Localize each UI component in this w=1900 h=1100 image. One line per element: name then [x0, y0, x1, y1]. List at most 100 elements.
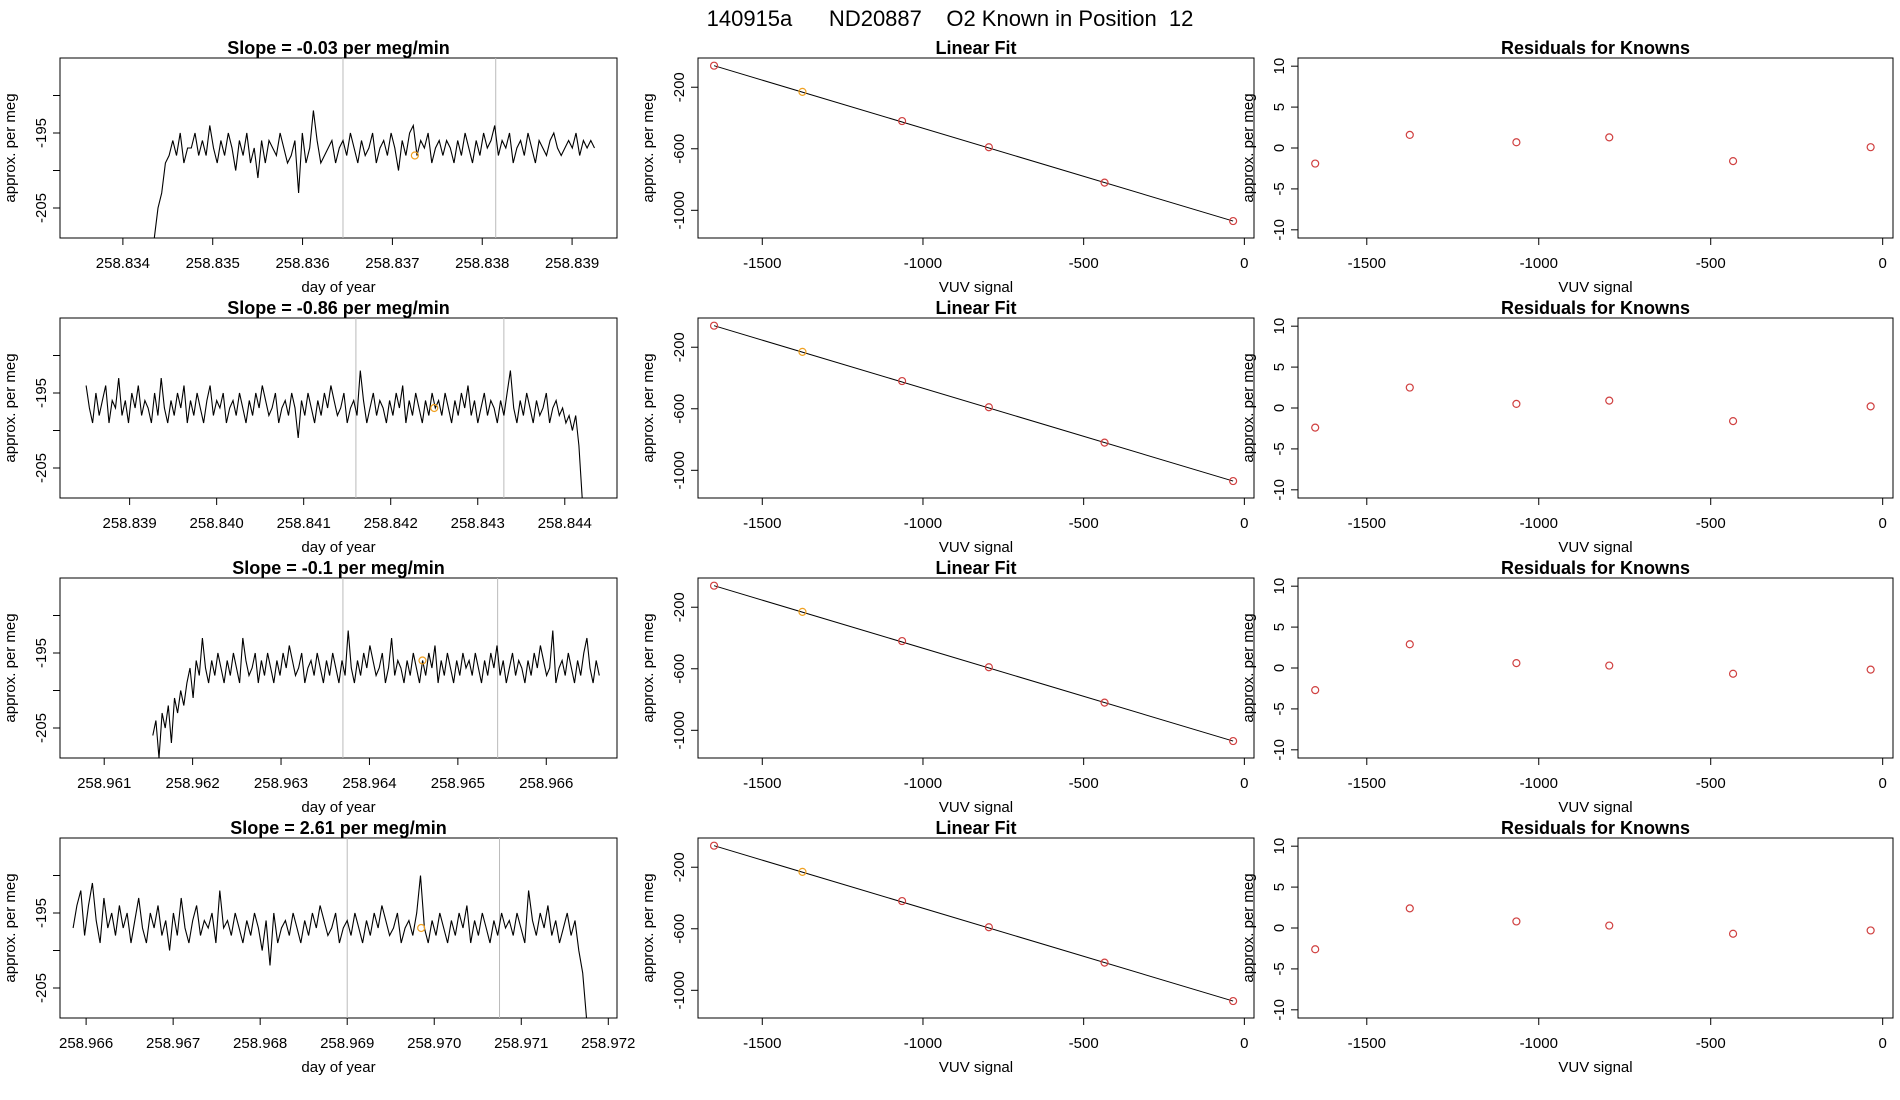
plot-area [709, 581, 1238, 746]
residual-point [1311, 423, 1320, 432]
plot-box [1297, 837, 1894, 1019]
y-axis-label: approx. per meg [640, 613, 657, 722]
panel-title: Slope = 2.61 per meg/min [230, 818, 447, 838]
y-tick-label: -200 [671, 72, 688, 102]
x-tick-label: -1000 [904, 515, 942, 532]
y-tick-label: 5 [1271, 103, 1288, 111]
x-tick-label: -1000 [1520, 775, 1558, 792]
plot-area [153, 58, 595, 238]
x-tick-label: 258.841 [277, 515, 331, 532]
x-tick-label: 0 [1240, 255, 1248, 272]
y-tick-label: 10 [1271, 578, 1288, 595]
residual-point [1605, 133, 1614, 142]
x-tick-label: 258.842 [364, 515, 418, 532]
panel-timeseries-row-2: Slope = -0.1 per meg/min day of year appro… [2, 558, 618, 816]
x-tick-label: -1500 [743, 1035, 781, 1052]
y-tick-label: 5 [1271, 623, 1288, 631]
highlight-point [417, 923, 426, 933]
residual-point [1866, 926, 1875, 935]
plot-area [1311, 383, 1875, 432]
x-tick-label: 258.963 [254, 775, 308, 792]
y-tick-label: -1000 [671, 451, 688, 489]
panel-title: Residuals for Knowns [1501, 38, 1690, 58]
fit-point [1229, 996, 1238, 1006]
fit-point [798, 347, 807, 356]
y-tick-label: -205 [33, 193, 50, 223]
signal-trace [72, 875, 588, 1018]
fit-point [1100, 178, 1109, 187]
x-tick-label: -1000 [1520, 1035, 1558, 1052]
x-tick-label: 258.968 [233, 1035, 287, 1052]
fit-point [709, 581, 719, 590]
y-tick-label: -10 [1271, 739, 1288, 761]
x-tick-label: 258.970 [407, 1035, 461, 1052]
residual-point [1405, 640, 1414, 649]
fit-point [1229, 216, 1238, 226]
panel-timeseries-row-1: Slope = -0.86 per meg/min day of year appr… [2, 298, 618, 556]
y-tick-label: -205 [33, 453, 50, 483]
y-tick-label: -5 [1271, 702, 1288, 715]
x-tick-label: -1500 [1348, 1035, 1386, 1052]
x-tick-label: 258.836 [275, 255, 329, 272]
fit-line [713, 585, 1234, 742]
plot-area [1311, 904, 1875, 954]
x-axis-label: VUV signal [1558, 799, 1632, 816]
y-axis-label: approx. per meg [1240, 93, 1257, 202]
x-tick-label: 0 [1879, 255, 1887, 272]
x-tick-label: 258.835 [186, 255, 240, 272]
y-axis-label: approx. per meg [2, 93, 19, 202]
plot-area [709, 321, 1238, 486]
x-tick-label: 258.834 [96, 255, 150, 272]
y-tick-label: -200 [671, 332, 688, 362]
x-tick-label: -1500 [1348, 515, 1386, 532]
plot-box [1297, 57, 1894, 239]
x-tick-label: -500 [1069, 255, 1099, 272]
panel-title: Slope = -0.03 per meg/min [227, 38, 450, 58]
residual-point [1311, 159, 1320, 168]
y-tick-label: 0 [1271, 404, 1288, 412]
x-tick-label: 258.967 [146, 1035, 200, 1052]
x-tick-label: -500 [1069, 515, 1099, 532]
plot-area [85, 318, 583, 498]
fit-point [897, 896, 907, 906]
x-axis-label: VUV signal [1558, 539, 1632, 556]
x-tick-label: 258.965 [431, 775, 485, 792]
y-tick-label: 5 [1271, 363, 1288, 371]
x-tick-label: 258.962 [166, 775, 220, 792]
fit-line [713, 65, 1234, 222]
fit-point [984, 923, 993, 932]
highlight-point [418, 656, 427, 665]
panel-title: Linear Fit [935, 298, 1016, 318]
residual-point [1866, 402, 1875, 411]
y-tick-label: -200 [671, 592, 688, 622]
x-tick-label: 0 [1879, 515, 1887, 532]
x-tick-label: 258.839 [545, 255, 599, 272]
y-tick-label: -200 [671, 852, 688, 882]
residual-point [1512, 658, 1521, 668]
panel-title: Linear Fit [935, 558, 1016, 578]
x-tick-label: 258.972 [581, 1035, 635, 1052]
residual-point [1512, 138, 1521, 147]
plot-box [1297, 317, 1894, 499]
panel-title: Residuals for Knowns [1501, 558, 1690, 578]
signal-trace [153, 110, 595, 238]
y-tick-label: -10 [1271, 219, 1288, 241]
fit-point [798, 867, 807, 876]
x-tick-label: 258.844 [538, 515, 592, 532]
fit-point [897, 116, 907, 126]
panel-linear_fit-row-0: Linear Fit VUV signal approx. per meg -1500… [640, 38, 1255, 296]
y-axis-label: approx. per meg [2, 873, 19, 982]
fit-point [897, 376, 907, 386]
x-tick-label: 258.837 [365, 255, 419, 272]
fit-point [798, 607, 807, 616]
x-tick-label: 0 [1240, 515, 1248, 532]
y-tick-label: -5 [1271, 182, 1288, 195]
panel-title: Linear Fit [935, 818, 1016, 838]
y-tick-label: -600 [671, 914, 688, 944]
fit-point [984, 663, 993, 672]
y-axis-label: approx. per meg [640, 353, 657, 462]
fit-point [984, 143, 993, 152]
y-tick-label: -1000 [671, 971, 688, 1009]
y-tick-label: 0 [1271, 924, 1288, 932]
